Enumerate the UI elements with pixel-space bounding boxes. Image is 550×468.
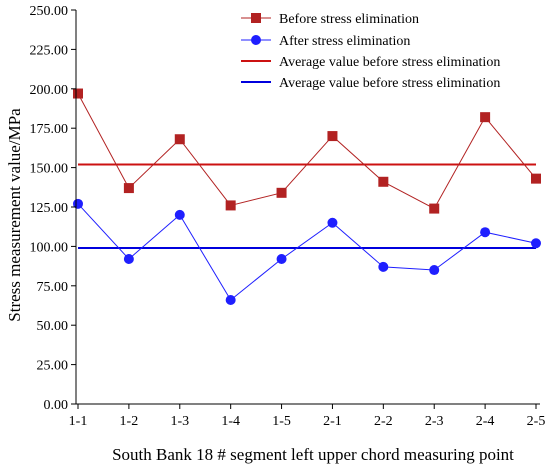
legend-label-2: After stress elimination: [279, 34, 410, 49]
series-2-point-5: [276, 254, 287, 265]
y-tick-label-9: 200.00: [30, 83, 69, 98]
legend-label-3: Average value before stress elimination: [279, 55, 500, 70]
x-tick-label-9: 2-4: [476, 414, 495, 429]
y-axis-title: Stress measurement value/MPa: [5, 108, 24, 322]
y-tick-label-3: 50.00: [37, 319, 69, 334]
x-tick-label-5: 1-5: [272, 414, 291, 429]
series-2-point-4: [225, 294, 236, 305]
series-2-point-8: [429, 265, 440, 276]
series-2-point-6: [327, 217, 338, 228]
y-tick-label-8: 175.00: [30, 122, 69, 137]
y-tick-label-7: 150.00: [30, 162, 69, 177]
series-1-point-3: [174, 134, 185, 145]
legend-marker-2: [251, 35, 261, 45]
y-tick-label-1: 0.00: [44, 398, 69, 413]
series-2-point-2: [123, 254, 134, 265]
series-1-point-4: [225, 200, 236, 211]
series-1-point-2: [123, 183, 134, 194]
series-1-point-7: [378, 176, 389, 187]
x-tick-label-4: 1-4: [221, 414, 240, 429]
axes: 0.00 25.00 50.00 75.00 100.00 125.00 150.00 175…: [30, 4, 546, 429]
series-line-2: [77, 203, 537, 301]
y-tick-label-10: 225.00: [30, 43, 69, 58]
x-tick-label-10: 2-5: [527, 414, 546, 429]
legend-label-4: Average value before stress elimination: [279, 76, 500, 91]
y-tick-label-6: 125.00: [30, 201, 69, 216]
series-2-point-10: [531, 238, 541, 249]
x-axis-title: South Bank 18 # segment left upper chord…: [112, 445, 514, 464]
y-tick-label-2: 25.00: [37, 359, 69, 374]
series-1-point-10: [531, 173, 541, 184]
series-1-point-9: [480, 112, 491, 123]
y-tick-label-4: 75.00: [37, 280, 69, 295]
legend-label-1: Before stress elimination: [279, 12, 419, 27]
series-1-point-1: [73, 88, 83, 99]
series-1-point-8: [429, 203, 440, 214]
x-tick-label-7: 2-2: [374, 414, 393, 429]
legend-marker-1: [251, 13, 261, 23]
x-tick-label-1: 1-1: [69, 414, 88, 429]
series-line-1: [77, 93, 537, 210]
series-1-point-5: [276, 187, 287, 198]
plot-content: [73, 88, 541, 305]
y-tick-label-5: 100.00: [30, 240, 69, 255]
x-tick-label-3: 1-3: [170, 414, 189, 429]
x-tick-label-2: 1-2: [120, 414, 139, 429]
x-tick-label-8: 2-3: [425, 414, 444, 429]
legend: Before stress elimination After stress el…: [241, 12, 500, 91]
series-2-point-7: [378, 261, 389, 272]
y-tick-label-11: 250.00: [30, 4, 69, 19]
series-1-point-6: [327, 131, 338, 142]
series-2-point-3: [174, 209, 185, 220]
x-tick-label-6: 2-1: [323, 414, 342, 429]
series-2-point-9: [480, 227, 491, 238]
